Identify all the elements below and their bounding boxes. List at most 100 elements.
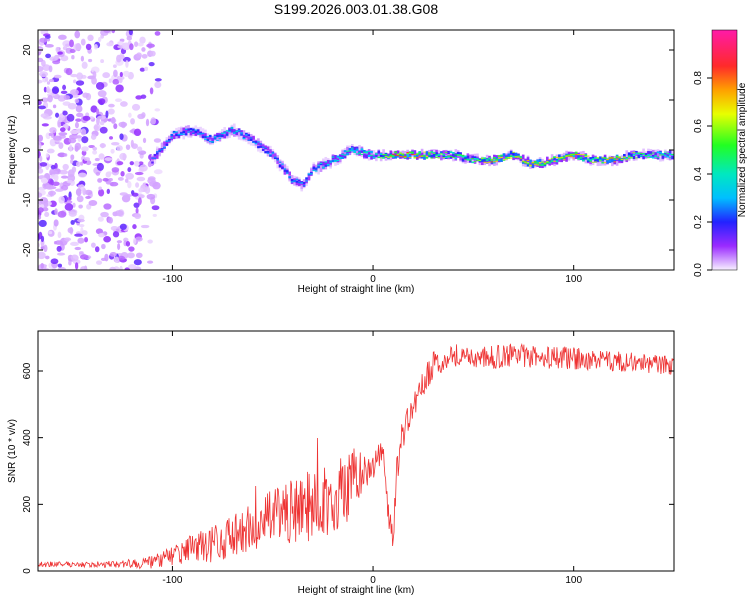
heatmap-ridge-cell <box>579 154 583 160</box>
heatmap-ridge-cell <box>266 151 270 154</box>
snr-panel: -100 0 100 0 200 400 600 Height of straight l… <box>7 330 675 596</box>
heatmap-ridge-cell <box>175 131 178 136</box>
heatmap-noise-cell <box>109 136 113 140</box>
heatmap-ridge-cell <box>204 135 207 139</box>
heatmap-ridge-cell <box>233 123 236 133</box>
y-tick-label: -20 <box>22 242 33 257</box>
heatmap-ridge-cell <box>312 169 316 172</box>
heatmap-noise-cell <box>56 245 62 252</box>
heatmap-ridge-cell <box>317 166 320 169</box>
y-tick-label: -10 <box>22 192 33 207</box>
heatmap-ridge-cell <box>257 141 260 146</box>
heatmap-noise-cell <box>124 178 129 183</box>
heatmap-noise-cell <box>73 43 82 52</box>
heatmap-ridge-cell <box>500 157 503 159</box>
heatmap-ridge-cell <box>497 157 501 159</box>
heatmap-ridge-cell <box>425 156 429 159</box>
heatmap-noise-cell <box>71 166 77 173</box>
heatmap-ridge-cell <box>514 152 518 156</box>
heatmap-ridge-cell <box>213 136 217 138</box>
heatmap-ridge-cell <box>151 161 154 164</box>
heatmap-ridge-cell <box>358 144 361 154</box>
heatmap-ridge-cell <box>495 158 499 166</box>
chart-title: S199.2026.003.01.38.G08 <box>274 1 438 17</box>
heatmap-ridge-cell <box>512 155 515 160</box>
heatmap-ridge-cell <box>261 146 265 148</box>
heatmap-ridge-cell <box>500 158 503 162</box>
heatmap-ridge-cell <box>512 152 515 156</box>
heatmap-ridge-cell <box>560 156 564 158</box>
heatmap-ridge-cell <box>671 149 674 157</box>
heatmap-noise-cell <box>48 78 55 83</box>
heatmap-ridge-cell <box>319 165 323 172</box>
heatmap-ridge-cell <box>560 157 564 163</box>
heatmap-ridge-cell <box>189 127 193 131</box>
heatmap-ridge-cell <box>285 172 289 174</box>
heatmap-ridge-cell <box>177 133 181 137</box>
heatmap-ridge-cell <box>360 148 364 151</box>
heatmap-ridge-cell <box>625 159 629 161</box>
heatmap-ridge-cell <box>172 131 176 138</box>
heatmap-ridge-cell <box>468 159 472 161</box>
heatmap-ridge-cell <box>384 153 388 156</box>
heatmap-ridge-cell <box>428 154 431 158</box>
heatmap-ridge-cell <box>562 156 566 159</box>
heatmap-ridge-cell <box>598 156 602 160</box>
heatmap-ridge-cell <box>647 157 650 159</box>
heatmap-ridge-cell <box>254 140 258 144</box>
colorbar-tick-label: 0.0 <box>693 263 704 277</box>
heatmap-ridge-cell <box>189 130 193 132</box>
heatmap-ridge-cell <box>533 161 537 165</box>
heatmap-ridge-cell <box>623 156 626 158</box>
heatmap-noise-cell <box>70 158 74 165</box>
heatmap-ridge-cell <box>370 155 373 160</box>
heatmap-noise-cell <box>81 146 89 152</box>
heatmap-ridge-cell <box>536 164 539 166</box>
heatmap-noise-cell <box>60 185 69 191</box>
heatmap-ridge-cell <box>548 161 552 164</box>
snr-y-ticks: 0 200 400 600 <box>22 362 674 574</box>
heatmap-ridge-cell <box>577 155 580 159</box>
heatmap-noise-cell <box>105 110 109 118</box>
heatmap-ridge-cell <box>618 157 621 159</box>
heatmap-noise-cell <box>114 210 124 217</box>
heatmap-ridge-cell <box>290 179 294 182</box>
heatmap-ridge-cell <box>572 153 576 156</box>
heatmap-ridge-cell <box>293 180 296 182</box>
heatmap-ridge-cell <box>637 152 641 155</box>
heatmap-noise-cell <box>92 71 97 79</box>
heatmap-noise-cell <box>125 144 131 150</box>
heatmap-ridge-cell <box>353 151 356 153</box>
heatmap-ridge-cell <box>579 156 583 159</box>
heatmap-ridge-cell <box>442 156 446 158</box>
heatmap-noise-cell <box>57 122 62 128</box>
heatmap-ridge-cell <box>177 129 181 136</box>
heatmap-ridge-cell <box>524 158 527 164</box>
heatmap-ridge-cell <box>165 143 169 146</box>
heatmap-ridge-cell <box>562 159 566 161</box>
heatmap-ridge-cell <box>264 151 267 154</box>
heatmap-ridge-cell <box>546 161 549 164</box>
heatmap-ridge-cell <box>160 148 164 153</box>
heatmap-ridge-cell <box>565 155 568 157</box>
heatmap-noise-cell <box>38 207 44 213</box>
heatmap-ridge-cell <box>259 143 263 153</box>
heatmap-ridge-cell <box>512 151 515 153</box>
heatmap-ridge-cell <box>480 157 484 159</box>
heatmap-ridge-cell <box>273 153 277 158</box>
heatmap-noise-cell <box>70 89 79 96</box>
heatmap-ridge-cell <box>288 176 291 178</box>
heatmap-ridge-cell <box>220 134 224 138</box>
heatmap-ridge-cell <box>206 136 210 141</box>
heatmap-ridge-cell <box>538 164 542 166</box>
heatmap-ridge-cell <box>500 154 503 157</box>
heatmap-ridge-cell <box>155 151 159 153</box>
heatmap-ridge-cell <box>606 160 609 164</box>
heatmap-noise-cell <box>54 208 58 215</box>
heatmap-noise-cell <box>119 71 123 78</box>
heatmap-ridge-cell <box>165 140 169 145</box>
heatmap-ridge-cell <box>228 129 231 132</box>
heatmap-noise-cell <box>128 246 135 252</box>
heatmap-ridge-cell <box>196 129 200 132</box>
